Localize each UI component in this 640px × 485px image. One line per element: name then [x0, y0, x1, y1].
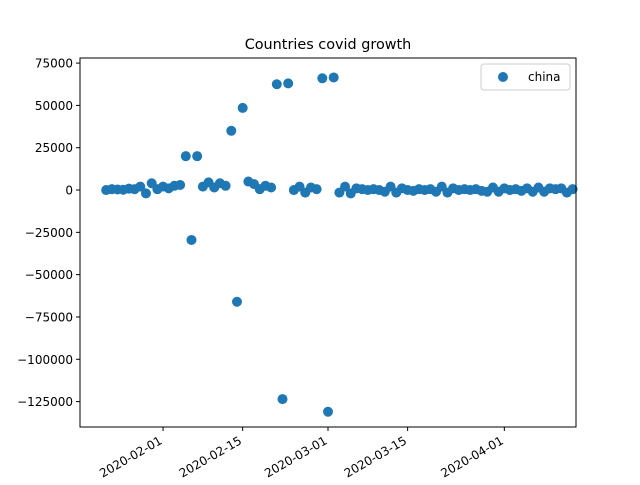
data-point	[135, 181, 146, 192]
legend: china	[480, 63, 571, 91]
legend-label-china: china	[528, 70, 561, 84]
y-tick-label: 50000	[35, 99, 73, 113]
chart-title: Countries covid growth	[245, 37, 412, 53]
y-tick-label: 25000	[35, 141, 73, 155]
data-point	[192, 151, 203, 162]
y-tick-label: −25000	[25, 226, 73, 240]
plot-area-frame	[79, 57, 577, 428]
data-point	[277, 394, 288, 405]
data-point	[317, 73, 328, 84]
legend-frame	[480, 63, 571, 91]
data-point	[226, 125, 237, 136]
data-points	[101, 72, 578, 417]
data-point	[266, 182, 277, 193]
data-point	[311, 184, 322, 195]
data-point	[231, 296, 242, 307]
y-tick-label: 75000	[35, 57, 73, 71]
data-point	[220, 180, 231, 191]
y-tick-label: 0	[65, 184, 73, 198]
data-point	[180, 151, 191, 162]
data-point	[175, 179, 186, 190]
y-tick-label: −100000	[17, 353, 73, 367]
data-point	[271, 79, 282, 90]
y-tick-label: −125000	[17, 395, 73, 409]
data-point	[323, 406, 333, 417]
data-point	[340, 181, 351, 192]
y-tick-label: −75000	[25, 310, 73, 324]
y-tick-label: −50000	[25, 268, 73, 282]
data-point	[237, 102, 248, 113]
legend-marker	[498, 72, 508, 82]
data-point	[186, 234, 197, 245]
data-point	[567, 184, 578, 195]
data-point	[283, 78, 294, 89]
data-point	[328, 72, 339, 83]
data-point	[140, 188, 151, 199]
y-axis: 75000 50000 25000 0 −25000 −50000 −75000 −10000…	[17, 57, 80, 409]
